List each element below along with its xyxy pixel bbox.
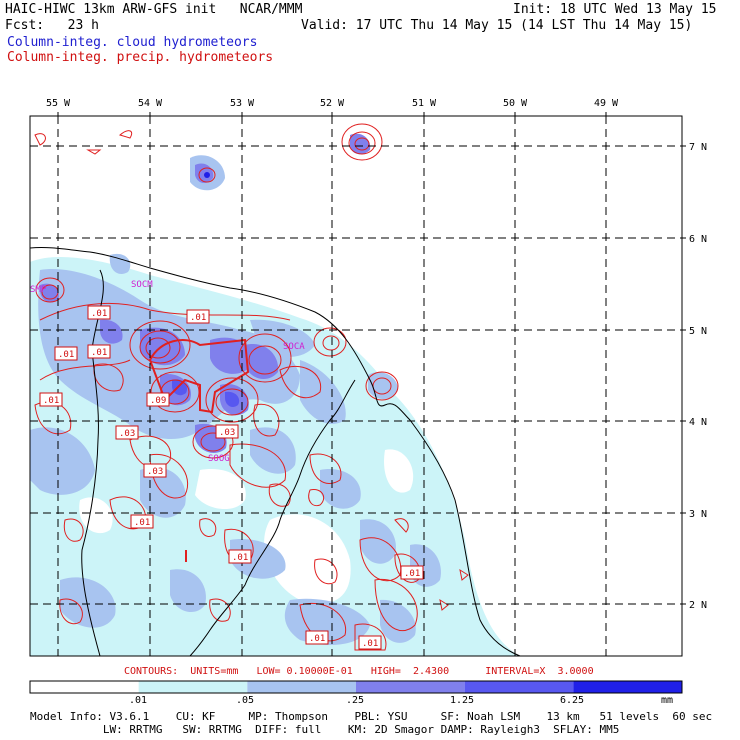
legend-swatch (30, 681, 139, 693)
lon-label-52w: 52 W (320, 98, 345, 109)
svg-text:.01: .01 (190, 313, 206, 323)
map-frame (29, 115, 683, 657)
contour-label: .01 (228, 549, 252, 564)
station-label-socm: SOCM (131, 280, 153, 290)
lat-label-6n: 6 N (689, 234, 707, 245)
legend-units: mm (660, 695, 674, 706)
legend-border (29, 680, 683, 694)
legend-swatch (573, 681, 682, 693)
lat-label-2n: 2 N (689, 600, 707, 611)
legend-tick-label: .25 (345, 695, 365, 706)
cloud-shading (30, 133, 520, 656)
lon-label-54w: 54 W (138, 98, 163, 109)
lon-label-53w: 53 W (230, 98, 255, 109)
svg-text:.01: .01 (91, 348, 107, 358)
lon-label-50w: 50 W (503, 98, 528, 109)
contour-label: .01 (87, 344, 111, 359)
header-init: Init: 18 UTC Wed 13 May 15 (513, 2, 717, 17)
contour-label: .01 (87, 305, 111, 320)
legend-swatch (356, 681, 465, 693)
legend-tick-label: 1.25 (449, 695, 475, 706)
contour-label: .01 (130, 514, 154, 529)
svg-text:.09: .09 (150, 396, 166, 406)
header-title: HAIC-HIWC 13km ARW-GFS init NCAR/MMM (5, 2, 303, 17)
station-label-smp: SMP (30, 285, 47, 295)
contour-label: .01 (400, 565, 424, 580)
svg-text:.01: .01 (43, 396, 59, 406)
precip-contours (34, 123, 469, 651)
lat-label-3n: 3 N (689, 509, 707, 520)
lat-label-5n: 5 N (689, 326, 707, 337)
legend-swatch (247, 681, 356, 693)
contour-label: .01 (39, 392, 63, 407)
contour-label: .09 (146, 392, 170, 407)
contours-info: CONTOURS: UNITS=mm LOW= 0.10000E-01 HIGH… (124, 666, 594, 677)
color-legend-bar (29, 680, 683, 694)
legend-swatch (138, 681, 248, 693)
svg-text:.03: .03 (219, 428, 235, 438)
legend-tick-label: 6.25 (559, 695, 585, 706)
field-cloud-label: Column-integ. cloud hydrometeors (7, 35, 258, 50)
contour-label: .01 (186, 309, 210, 324)
svg-text:.01: .01 (134, 518, 150, 528)
svg-text:.03: .03 (147, 467, 163, 477)
svg-text:.01: .01 (91, 309, 107, 319)
contour-label: .03 (143, 463, 167, 478)
latlon-grid (30, 116, 682, 656)
contour-label: .03 (215, 424, 239, 439)
header-fcst: Fcst: 23 h (5, 18, 99, 33)
station-label-soog: SOOG (208, 454, 230, 464)
model-info-line1: Model Info: V3.6.1 CU: KF MP: Thompson P… (30, 710, 713, 723)
svg-text:.01: .01 (404, 569, 420, 579)
legend-tick-label: .01 (128, 695, 148, 706)
svg-text:.01: .01 (58, 350, 74, 360)
field-precip-label: Column-integ. precip. hydrometeors (7, 50, 274, 65)
legend-swatch (464, 681, 574, 693)
svg-text:.03: .03 (119, 429, 135, 439)
contour-label: .01 (305, 630, 329, 645)
contour-label: .01 (54, 346, 78, 361)
lon-label-49w: 49 W (594, 98, 619, 109)
contour-label: .01 (358, 635, 382, 650)
model-info-line2: LW: RRTMG SW: RRTMG DIFF: full KM: 2D Sm… (30, 723, 620, 736)
svg-text:.01: .01 (309, 634, 325, 644)
lon-label-51w: 51 W (412, 98, 437, 109)
lat-label-4n: 4 N (689, 417, 707, 428)
legend-tick-label: .05 (235, 695, 255, 706)
svg-text:.01: .01 (232, 553, 248, 563)
lat-label-7n: 7 N (689, 142, 707, 153)
lon-label-55w: 55 W (46, 98, 71, 109)
svg-text:.01: .01 (362, 639, 378, 649)
station-label-soca: SOCA (283, 342, 305, 352)
frame-ticks (57, 112, 686, 605)
header-valid: Valid: 17 UTC Thu 14 May 15 (14 LST Thu … (301, 18, 693, 33)
contour-label: .03 (115, 425, 139, 440)
